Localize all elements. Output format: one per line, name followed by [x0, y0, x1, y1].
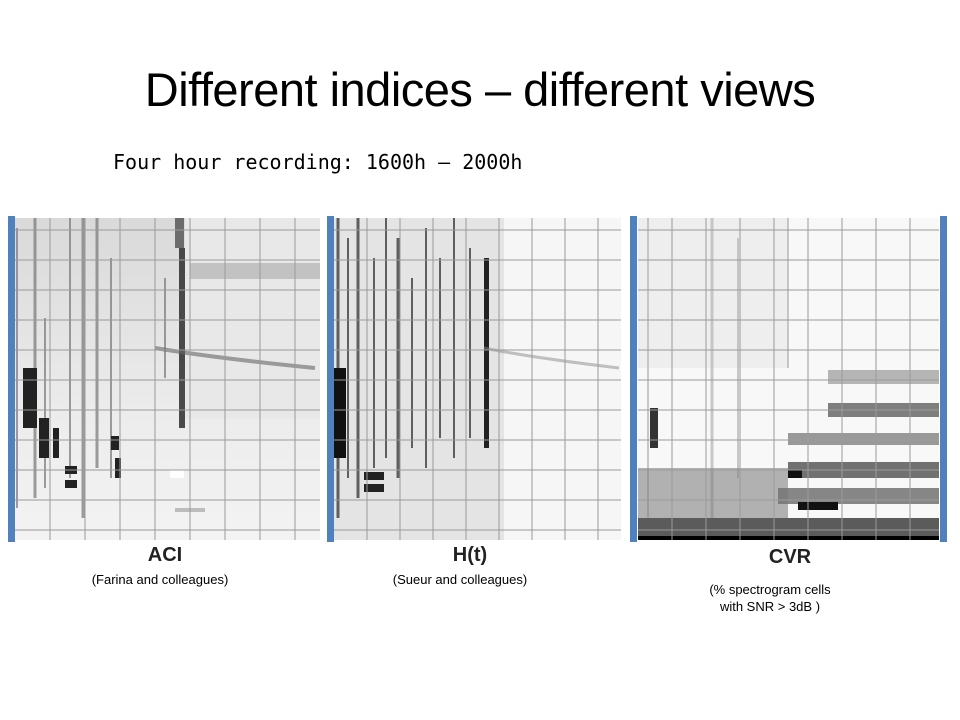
accent-bar-left	[8, 216, 15, 542]
accent-bar-right-a	[630, 216, 637, 542]
cvr-label: CVR	[768, 546, 812, 568]
aci-spectrogram-image	[15, 218, 320, 540]
slide-subtitle: Four hour recording: 1600h – 2000h	[113, 150, 523, 174]
accent-bar-right-b	[940, 216, 947, 542]
ht-label: H(t)	[452, 544, 488, 566]
aci-label: ACI	[147, 544, 183, 566]
accent-bar-mid	[327, 216, 334, 542]
cvr-credit: (% spectrogram cells with SNR > 3dB )	[709, 582, 831, 614]
ht-spectrogram-image	[334, 218, 621, 540]
ht-credit: (Sueur and colleagues)	[392, 572, 528, 587]
slide-title: Different indices – different views	[144, 63, 816, 116]
cvr-spectrogram-image	[638, 218, 939, 540]
aci-credit: (Farina and colleagues)	[91, 572, 229, 587]
